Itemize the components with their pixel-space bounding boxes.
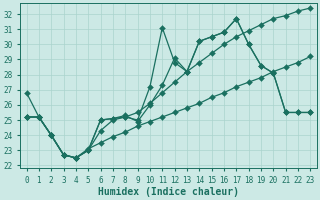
X-axis label: Humidex (Indice chaleur): Humidex (Indice chaleur) bbox=[98, 186, 239, 197]
